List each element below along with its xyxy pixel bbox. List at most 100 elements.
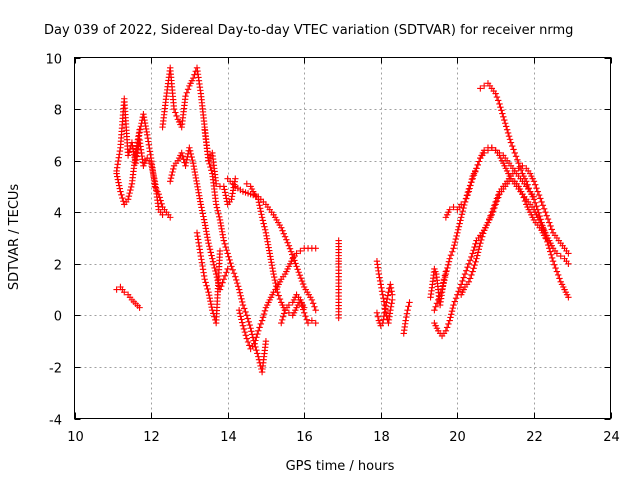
data-point (184, 86, 192, 93)
data-point (520, 194, 527, 201)
data-point (136, 304, 143, 311)
data-point (167, 214, 174, 221)
series-arc-u (427, 265, 450, 309)
data-point (204, 285, 211, 293)
data-point (242, 332, 250, 339)
data-point (488, 144, 496, 151)
data-point (444, 264, 451, 272)
data-point (548, 254, 556, 262)
data-point (460, 204, 467, 212)
data-point (116, 185, 124, 192)
data-point (118, 191, 125, 199)
data-point (233, 276, 240, 284)
data-point (440, 276, 448, 283)
series-arc-j (243, 180, 308, 319)
data-point (246, 342, 253, 349)
data-point (552, 264, 559, 272)
data-point (465, 188, 473, 195)
data-point (469, 250, 476, 257)
data-point (543, 235, 550, 242)
data-point (224, 250, 231, 257)
data-point (312, 307, 319, 314)
data-point (443, 324, 451, 331)
data-point (447, 251, 455, 259)
data-point (232, 273, 239, 280)
data-point (452, 294, 460, 302)
series-arc-d (113, 283, 143, 311)
data-point (113, 286, 120, 293)
data-point (448, 311, 455, 318)
data-point (242, 308, 249, 316)
data-point (312, 245, 319, 252)
data-point (537, 216, 544, 223)
data-point (451, 238, 459, 246)
data-point (187, 150, 195, 158)
data-point (459, 277, 466, 285)
data-point (378, 288, 386, 295)
data-point (380, 313, 388, 320)
y-tick-label: 10 (45, 53, 62, 68)
data-point (502, 120, 509, 127)
data-point (200, 213, 207, 220)
data-point (260, 220, 267, 227)
data-point (236, 310, 244, 317)
data-point (511, 149, 518, 157)
data-point (253, 346, 260, 354)
data-point (472, 240, 479, 248)
data-point (222, 243, 229, 251)
data-point (200, 216, 208, 223)
data-point (474, 161, 481, 169)
x-tick-label: 16 (296, 430, 313, 445)
data-point (223, 247, 230, 254)
data-point (376, 274, 383, 281)
data-point (256, 202, 263, 209)
data-point (466, 257, 474, 264)
data-point (251, 340, 258, 347)
data-point (205, 291, 213, 299)
series-scattered-17h (335, 237, 342, 322)
data-point (301, 309, 308, 316)
data-point (272, 279, 279, 287)
data-point (497, 103, 504, 111)
data-point (214, 207, 221, 214)
data-point (467, 182, 474, 189)
data-point (403, 310, 411, 317)
data-point (530, 178, 538, 185)
data-point (206, 160, 213, 168)
data-point (236, 289, 244, 296)
data-point (449, 248, 456, 255)
data-point (256, 205, 264, 212)
data-point (156, 194, 163, 201)
plot-frame (74, 57, 611, 419)
data-point (255, 199, 263, 206)
data-point (465, 278, 473, 286)
data-point (541, 228, 548, 236)
data-point (300, 306, 307, 313)
data-point (127, 183, 135, 191)
data-point (157, 197, 164, 204)
data-point (198, 207, 206, 214)
x-tick-label: 14 (220, 430, 237, 445)
data-point (448, 308, 456, 315)
data-point (179, 152, 186, 160)
grid (74, 57, 611, 419)
data-point (378, 284, 385, 292)
data-point (383, 295, 391, 303)
data-point (253, 334, 260, 341)
data-point (243, 180, 250, 188)
data-point (113, 170, 120, 177)
data-point (506, 136, 514, 143)
data-point (500, 113, 507, 121)
data-point (480, 82, 488, 90)
data-point (548, 226, 555, 233)
data-point (538, 198, 545, 206)
data-point (475, 158, 483, 165)
data-point (538, 219, 545, 226)
data-point (519, 190, 526, 198)
y-tick-label: -2 (49, 362, 62, 377)
data-point (222, 192, 229, 199)
data-point (486, 215, 493, 223)
data-point (473, 165, 480, 172)
data-point (308, 317, 316, 324)
data-point (172, 109, 179, 116)
